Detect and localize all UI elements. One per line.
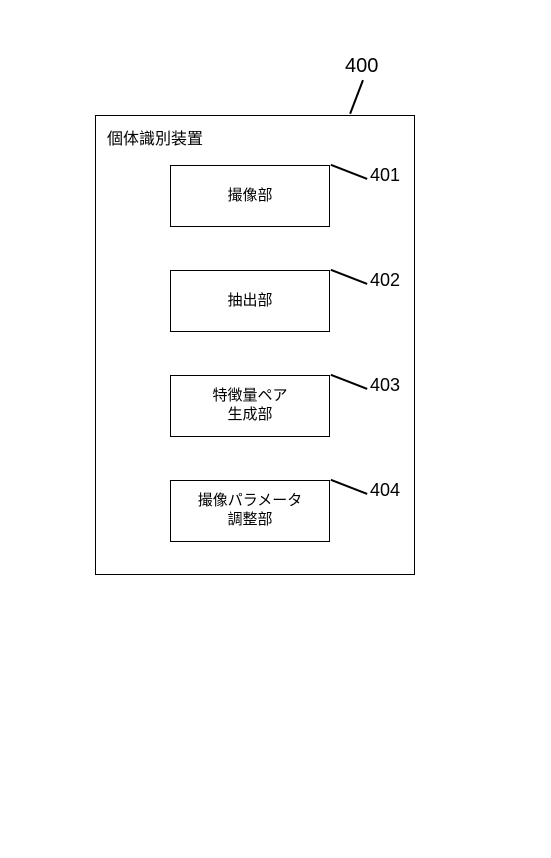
block-label-line: 調整部 (227, 511, 272, 530)
block-404: 撮像パラメータ調整部 (170, 480, 330, 542)
block-403: 特徴量ペア生成部 (170, 375, 330, 437)
block-402: 抽出部 (170, 270, 330, 332)
block-label-line: 抽出部 (227, 292, 272, 311)
block-ref-403: 403 (370, 375, 400, 396)
block-401: 撮像部 (170, 165, 330, 227)
block-label-line: 特徴量ペア (212, 387, 287, 406)
block-label-line: 撮像部 (227, 187, 272, 206)
block-label-line: 生成部 (227, 406, 272, 425)
container-title: 個体識別装置 (107, 125, 203, 149)
block-ref-401: 401 (370, 165, 400, 186)
container-leader (349, 80, 363, 115)
container-ref: 400 (345, 55, 378, 78)
block-label-line: 撮像パラメータ (198, 492, 303, 511)
block-ref-402: 402 (370, 270, 400, 291)
block-ref-404: 404 (370, 480, 400, 501)
